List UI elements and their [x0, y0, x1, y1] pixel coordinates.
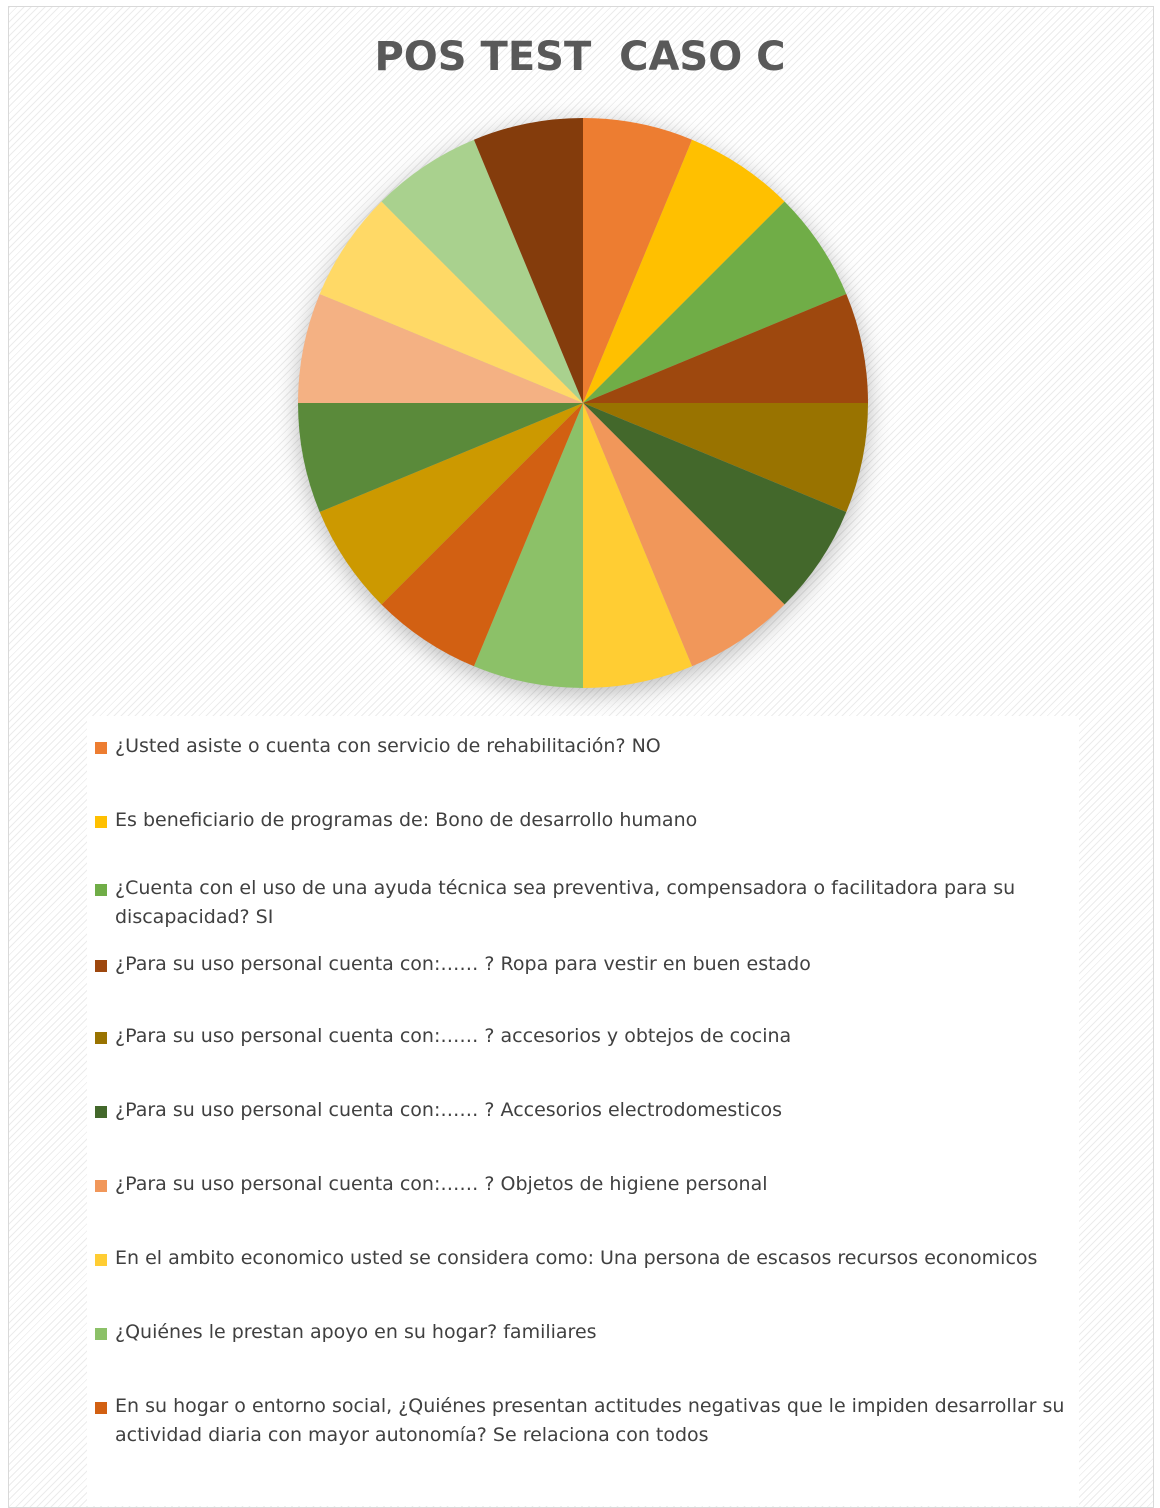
pie-slice-12 — [298, 403, 583, 513]
legend-item-8: En el ambito economico usted se consider… — [95, 1244, 1075, 1273]
legend-swatch — [95, 816, 107, 828]
pie-slice-6 — [583, 403, 847, 605]
legend-item-1: ¿Usted asiste o cuenta con servicio de r… — [95, 732, 1075, 761]
legend-swatch — [95, 1328, 107, 1340]
pie-slice-9 — [473, 403, 583, 688]
legend-label: Es beneficiario de programas de: Bono de… — [115, 809, 698, 831]
legend-label: ¿Para su uso personal cuenta con:…… ? Ob… — [115, 1173, 768, 1195]
pie-slice-13 — [298, 293, 583, 403]
legend-swatch — [95, 742, 107, 754]
pie-slice-7 — [583, 403, 785, 667]
pie-slice-2 — [583, 139, 785, 403]
pie-slice-3 — [583, 201, 847, 403]
legend-label: ¿Para su uso personal cuenta con:…… ? Ro… — [115, 953, 811, 975]
legend-label: ¿Usted asiste o cuenta con servicio de r… — [115, 735, 661, 757]
legend-label: ¿Para su uso personal cuenta con:…… ? ac… — [115, 1025, 792, 1047]
legend-swatch — [95, 960, 107, 972]
legend-swatch — [95, 1254, 107, 1266]
legend-item-9: ¿Quiénes le prestan apoyo en su hogar? f… — [95, 1318, 1075, 1347]
legend-label: En el ambito economico usted se consider… — [115, 1247, 1038, 1269]
pie-slice-14 — [319, 201, 583, 403]
legend-item-3: ¿Cuenta con el uso de una ayuda técnica … — [95, 874, 1075, 932]
legend-label: ¿Para su uso personal cuenta con:…… ? Ac… — [115, 1099, 783, 1121]
chart-title: POS TEST CASO C — [374, 34, 786, 80]
chart-legend: ¿Usted asiste o cuenta con servicio de r… — [87, 716, 1079, 1506]
legend-item-6: ¿Para su uso personal cuenta con:…… ? Ac… — [95, 1096, 1075, 1125]
pie-slice-11 — [319, 403, 583, 605]
pie-chart — [298, 118, 868, 688]
legend-item-10: En su hogar o entorno social, ¿Quiénes p… — [95, 1392, 1075, 1450]
legend-item-7: ¿Para su uso personal cuenta con:…… ? Ob… — [95, 1170, 1075, 1199]
pie-slice-1 — [583, 118, 693, 403]
legend-swatch — [95, 1106, 107, 1118]
legend-label: En su hogar o entorno social, ¿Quiénes p… — [115, 1395, 1065, 1446]
pie-slice-15 — [381, 139, 583, 403]
legend-swatch — [95, 1032, 107, 1044]
legend-swatch — [95, 884, 107, 896]
legend-item-2: Es beneficiario de programas de: Bono de… — [95, 806, 1075, 835]
pie-slice-16 — [473, 118, 583, 403]
legend-swatch — [95, 1402, 107, 1414]
pie-slice-5 — [583, 403, 868, 513]
legend-item-4: ¿Para su uso personal cuenta con:…… ? Ro… — [95, 950, 1075, 979]
legend-item-5: ¿Para su uso personal cuenta con:…… ? ac… — [95, 1022, 1075, 1051]
legend-label: ¿Quiénes le prestan apoyo en su hogar? f… — [115, 1321, 597, 1343]
pie-slice-10 — [381, 403, 583, 667]
pie-slice-8 — [583, 403, 693, 688]
legend-swatch — [95, 1180, 107, 1192]
legend-label: ¿Cuenta con el uso de una ayuda técnica … — [115, 877, 1016, 928]
pie-slice-4 — [583, 293, 868, 403]
